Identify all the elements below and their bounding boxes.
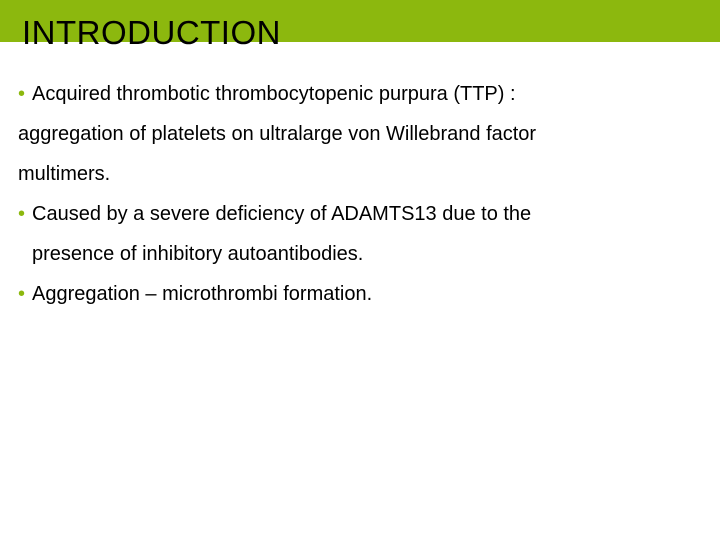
bullet-marker-icon: • (18, 74, 25, 114)
bullet-text: Aggregation – microthrombi formation. (32, 283, 372, 305)
bullet-marker-icon: • (18, 194, 25, 234)
bullet-text: Caused by a severe deficiency of ADAMTS1… (32, 203, 531, 225)
bullet-text: Acquired thrombotic thrombocytopenic pur… (32, 83, 516, 105)
bullet-item: • Acquired thrombotic thrombocytopenic pu… (18, 74, 720, 194)
slide-title: INTRODUCTION (0, 0, 720, 52)
bullet-continuation: aggregation of platelets on ultralarge v… (18, 114, 720, 154)
bullet-item: • Aggregation – microthrombi formation. (18, 274, 720, 314)
bullet-marker-icon: • (18, 274, 25, 314)
bullet-continuation: multimers. (18, 154, 720, 194)
slide-header: INTRODUCTION (0, 0, 720, 53)
bullet-item: • Caused by a severe deficiency of ADAMT… (18, 194, 720, 274)
bullet-continuation: presence of inhibitory autoantibodies. (32, 234, 720, 274)
slide-body: • Acquired thrombotic thrombocytopenic pu… (0, 53, 720, 314)
